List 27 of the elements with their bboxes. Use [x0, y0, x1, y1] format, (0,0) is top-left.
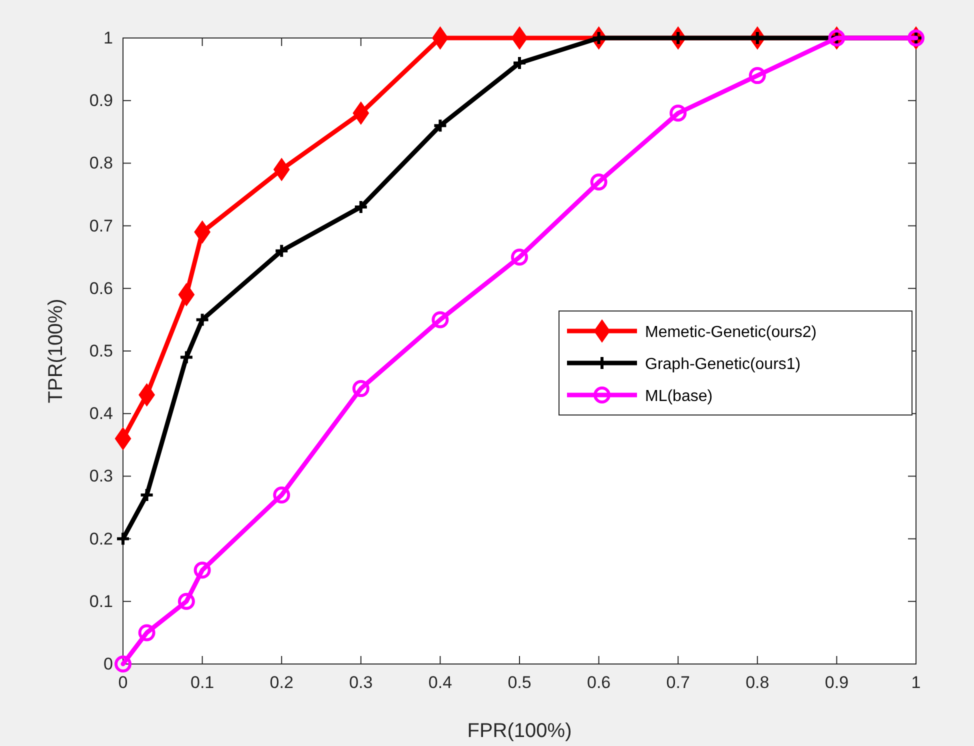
y-tick-label: 0.2	[89, 529, 113, 548]
x-tick-label: 0.1	[190, 673, 214, 692]
x-tick-label: 0.5	[508, 673, 532, 692]
x-tick-label: 0.2	[270, 673, 294, 692]
y-tick-label: 0.8	[89, 154, 113, 173]
legend-label: Memetic-Genetic(ours2)	[645, 324, 817, 341]
x-tick-label: 0.4	[428, 673, 452, 692]
x-tick-label: 1	[911, 673, 921, 692]
x-tick-label: 0.3	[349, 673, 373, 692]
y-tick-label: 0	[104, 654, 113, 674]
y-tick-label: 0.9	[89, 91, 113, 110]
x-tick-label: 0.8	[746, 673, 770, 692]
y-tick-label: 1	[104, 28, 113, 48]
y-tick-label: 0.1	[89, 592, 113, 611]
y-axis-title: TPR(100%)	[45, 298, 67, 404]
x-tick-label: 0	[118, 673, 128, 692]
y-tick-label: 0.6	[89, 278, 113, 298]
x-tick-label: 0.7	[666, 673, 690, 692]
x-tick-label: 0.6	[586, 673, 611, 692]
legend-label: ML(base)	[645, 388, 713, 405]
y-tick-label: 0.5	[89, 341, 113, 360]
y-tick-label: 0.3	[89, 466, 113, 486]
x-axis-title: FPR(100%)	[467, 720, 572, 742]
y-tick-label: 0.4	[89, 404, 113, 424]
legend-label: Graph-Genetic(ours1)	[645, 356, 801, 373]
x-tick-label: 0.9	[824, 673, 849, 692]
y-tick-label: 0.7	[89, 216, 113, 236]
